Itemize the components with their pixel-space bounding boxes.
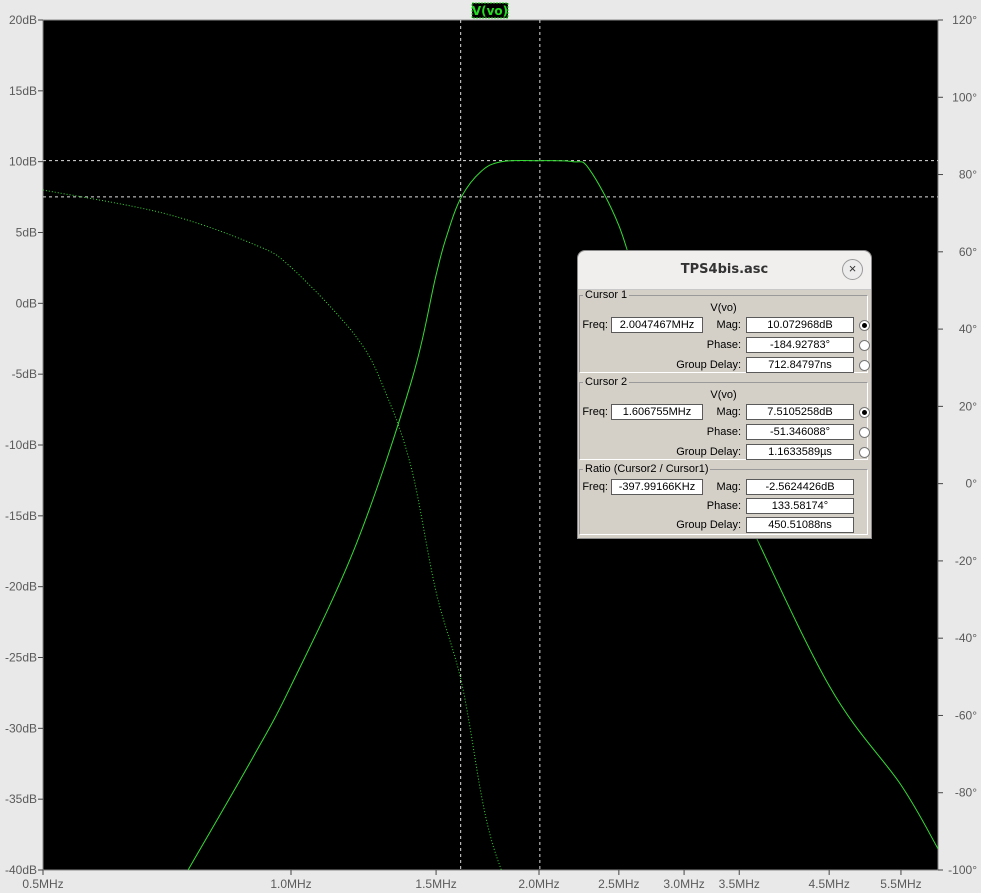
x-tick-label: 1.5MHz (415, 877, 456, 891)
left-tick-label: -10dB (5, 438, 37, 452)
cursor2-trace: V(vo) (710, 389, 737, 401)
cursor1-group: Cursor 1 V(vo) Freq: 2.0047467MHz Mag: 1… (579, 289, 870, 373)
cursor1-freq-label: Freq: (582, 319, 608, 331)
ratio-gd-field[interactable]: 450.51088ns (746, 517, 854, 533)
left-tick-label: 20dB (9, 13, 37, 27)
ratio-legend: Ratio (Cursor2 / Cursor1) (585, 463, 709, 475)
ratio-phase-label: Phase: (706, 500, 741, 512)
right-tick-label: 40° (959, 322, 977, 336)
left-tick-label: 15dB (9, 84, 37, 98)
cursor2-mag-label: Mag: (716, 406, 741, 418)
right-tick-label: 60° (959, 245, 977, 259)
right-tick-label: 0° (966, 477, 978, 491)
right-tick-label: 20° (959, 399, 977, 413)
cursor1-mag-radio[interactable] (859, 320, 870, 331)
x-tick-label: 4.5MHz (808, 877, 849, 891)
left-tick-label: -30dB (5, 721, 37, 735)
ratio-group: Ratio (Cursor2 / Cursor1) Freq: -397.991… (579, 463, 868, 535)
left-tick-label: 0dB (16, 296, 37, 310)
cursor1-gd-radio[interactable] (859, 360, 870, 371)
ratio-gd-label: Group Delay: (676, 519, 741, 531)
x-tick-label: 1.0MHz (270, 877, 311, 891)
cursor1-phase-radio[interactable] (859, 340, 870, 351)
right-tick-label: -100° (948, 863, 977, 877)
right-tick-label: 100° (952, 90, 977, 104)
right-tick-label: 80° (959, 168, 977, 182)
cursor2-legend: Cursor 2 (585, 376, 628, 388)
trace-label[interactable]: V(vo) (472, 4, 508, 18)
cursor1-freq-field[interactable]: 2.0047467MHz (611, 317, 703, 333)
right-tick-label: 120° (952, 13, 977, 27)
cursor1-gd-field[interactable]: 712.84797ns (746, 357, 854, 373)
left-tick-label: -20dB (5, 580, 37, 594)
x-tick-label: 2.0MHz (518, 877, 559, 891)
phase-trace[interactable] (42, 189, 502, 871)
cursor2-gd-radio[interactable] (859, 447, 870, 458)
cursor2-freq-field[interactable]: 1.606755MHz (611, 404, 703, 420)
left-tick-label: -5dB (12, 367, 37, 381)
cursor1-gd-label: Group Delay: (676, 359, 741, 371)
trace-label-box[interactable] (471, 2, 509, 19)
left-tick-label: 10dB (9, 155, 37, 169)
right-tick-label: -60° (955, 708, 977, 722)
cursor1-phase-label: Phase: (706, 339, 741, 351)
right-tick-label: -40° (955, 631, 977, 645)
x-tick-label: 0.5MHz (22, 877, 63, 891)
dialog-title: TPS4bis.asc (680, 262, 769, 277)
cursor2-phase-label: Phase: (706, 426, 741, 438)
ratio-phase-field[interactable]: 133.58174° (746, 498, 854, 514)
ratio-freq-label: Freq: (582, 481, 608, 493)
cursor1-mag-field[interactable]: 10.072968dB (746, 317, 854, 333)
ratio-mag-field[interactable]: -2.5624426dB (746, 479, 854, 495)
x-tick-label: 3.0MHz (663, 877, 704, 891)
ratio-mag-label: Mag: (716, 481, 741, 493)
cursor2-freq-label: Freq: (582, 406, 608, 418)
x-tick-label: 3.5MHz (719, 877, 760, 891)
cursor2-phase-field[interactable]: -51.346088° (746, 424, 854, 440)
close-icon[interactable]: × (842, 259, 863, 280)
cursor2-mag-field[interactable]: 7.5105258dB (746, 404, 854, 420)
x-tick-label: 5.5MHz (880, 877, 921, 891)
ratio-freq-field[interactable]: -397.99166KHz (611, 479, 703, 495)
right-tick-label: -80° (955, 786, 977, 800)
left-tick-label: -40dB (5, 863, 37, 877)
cursor1-trace: V(vo) (710, 302, 737, 314)
cursor-dialog[interactable]: TPS4bis.asc × Cursor 1 V(vo) Freq: 2.004… (577, 250, 872, 539)
cursor2-phase-radio[interactable] (859, 427, 870, 438)
cursor1-mag-label: Mag: (716, 319, 741, 331)
left-tick-label: 5dB (16, 226, 37, 240)
left-tick-label: -15dB (5, 509, 37, 523)
right-tick-label: -20° (955, 554, 977, 568)
cursor1-legend: Cursor 1 (585, 289, 628, 301)
dialog-titlebar[interactable]: TPS4bis.asc × (578, 251, 871, 290)
cursor2-mag-radio[interactable] (859, 407, 870, 418)
cursor1-phase-field[interactable]: -184.92783° (746, 337, 854, 353)
x-tick-label: 2.5MHz (598, 877, 639, 891)
left-tick-label: -35dB (5, 792, 37, 806)
cursor2-group: Cursor 2 V(vo) Freq: 1.606755MHz Mag: 7.… (579, 376, 870, 460)
cursor2-gd-label: Group Delay: (676, 446, 741, 458)
cursor2-gd-field[interactable]: 1.1633589µs (746, 444, 854, 460)
left-tick-label: -25dB (5, 651, 37, 665)
